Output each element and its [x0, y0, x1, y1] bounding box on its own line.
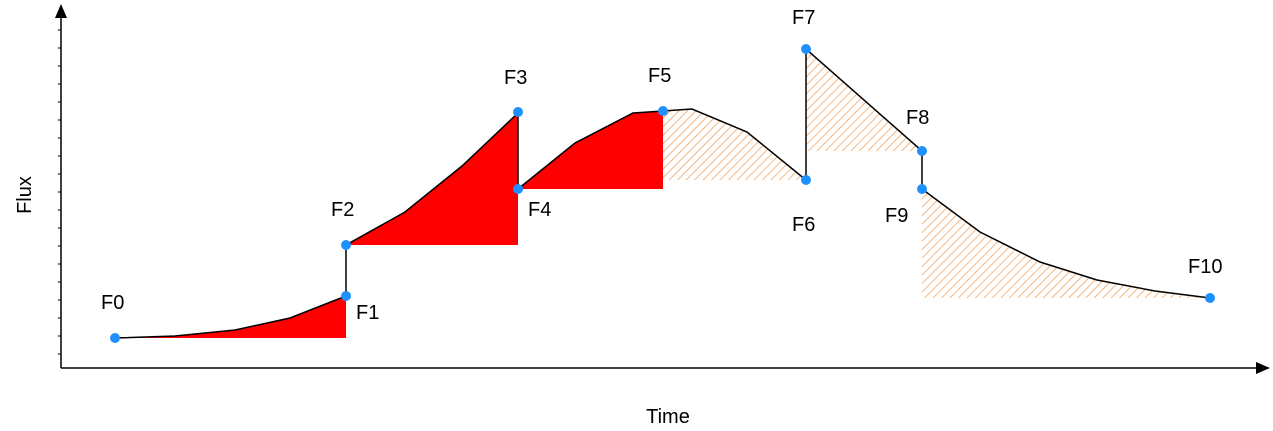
point-f10-label: F10 [1188, 256, 1222, 278]
solid-region-f4-f5 [518, 111, 663, 189]
solid-region-f0-f1 [115, 296, 346, 338]
y-axis-arrow [55, 4, 67, 18]
point-f5-label: F5 [648, 65, 671, 87]
point-f0-label: F0 [101, 292, 124, 314]
point-markers [110, 44, 1215, 343]
x-axis-label: Time [646, 406, 690, 428]
hatched-region-f9-f10 [922, 189, 1210, 298]
point-f8-marker [917, 146, 927, 156]
point-f1-label: F1 [356, 302, 379, 324]
point-f9-label: F9 [885, 205, 908, 227]
point-f0-marker [110, 333, 120, 343]
point-f6-label: F6 [792, 214, 815, 236]
point-f6-marker [801, 175, 811, 185]
point-f10-marker [1205, 293, 1215, 303]
point-f4-label: F4 [528, 199, 551, 221]
x-axis-arrow [1256, 362, 1270, 374]
y-axis-ticks [58, 29, 61, 355]
point-f8-label: F8 [906, 107, 929, 129]
point-f4-marker [513, 184, 523, 194]
point-f3-marker [513, 107, 523, 117]
flux-curve [114, 47, 1211, 339]
point-f2-label: F2 [331, 199, 354, 221]
point-f9-marker [917, 184, 927, 194]
point-f2-marker [341, 240, 351, 250]
point-f7-label: F7 [792, 7, 815, 29]
point-f5-marker [658, 106, 668, 116]
y-axis-label: Flux [14, 176, 36, 214]
hatched-region-f5-f6 [663, 109, 806, 180]
solid-region-f2-f3 [346, 113, 518, 245]
point-f1-marker [341, 291, 351, 301]
point-f3-label: F3 [504, 67, 527, 89]
point-f7-marker [801, 44, 811, 54]
